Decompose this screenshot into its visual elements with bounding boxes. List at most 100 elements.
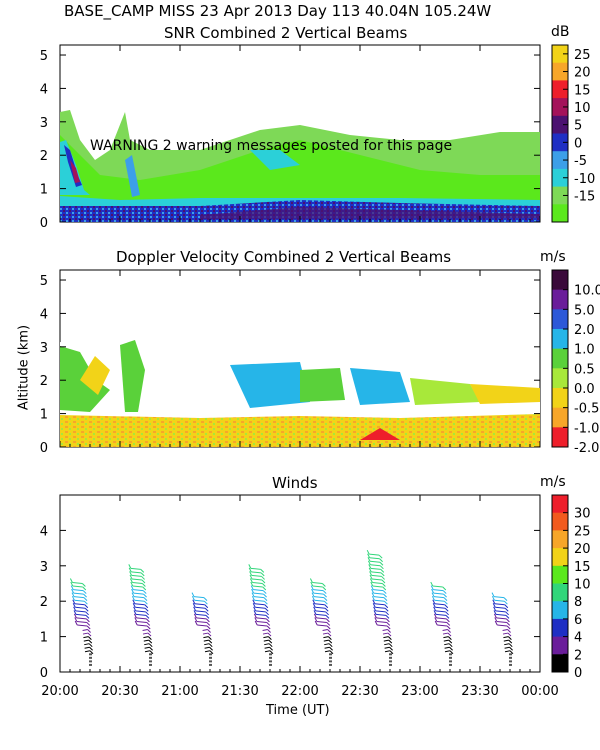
- wind-barb: [260, 568, 265, 573]
- wind-barb: [389, 650, 394, 655]
- wind-barb: [83, 597, 88, 602]
- wind-barb-flag: [376, 620, 387, 623]
- wind-barb: [504, 600, 508, 605]
- wind-barb-flag: [369, 553, 380, 556]
- wind-barb: [84, 600, 88, 605]
- wind-barb: [442, 586, 447, 591]
- wind-barb: [384, 607, 389, 612]
- wind-barb-flag: [262, 632, 269, 635]
- winds-colorbar-swatch: [552, 495, 568, 514]
- wind-barb-flag: [316, 620, 327, 623]
- wind-barb-feather: [249, 571, 253, 576]
- wind-barb-feather: [434, 620, 438, 626]
- wind-barb-feather: [192, 599, 196, 604]
- wind-barb-flag: [73, 596, 85, 599]
- wind-barb-flag: [377, 624, 388, 627]
- header-title: BASE_CAMP MISS 23 Apr 2013 Day 113 40.04…: [64, 2, 492, 20]
- wind-barb-flag: [373, 589, 384, 592]
- wind-barb-feather: [430, 581, 434, 587]
- wind-barb: [268, 636, 272, 640]
- snr-colorbar-label: 0: [574, 136, 582, 151]
- wind-calm-marker: [389, 663, 392, 666]
- wind-barb-flag: [202, 629, 208, 632]
- doppler-ytick-label: 5: [40, 274, 48, 289]
- wind-barb: [386, 618, 390, 623]
- wind-barb: [265, 615, 270, 619]
- wind-barb-feather: [251, 592, 255, 597]
- winds-colorbar-swatch: [552, 530, 568, 549]
- wind-barb-feather: [431, 595, 435, 601]
- wind-barb-flag: [435, 613, 447, 616]
- wind-barb-feather: [73, 606, 77, 612]
- wind-barb-flag: [494, 599, 505, 602]
- wind-barb: [267, 632, 272, 637]
- wind-barb-flag: [84, 650, 91, 653]
- wind-barb-feather: [252, 603, 256, 608]
- wind-barb-feather: [313, 613, 317, 619]
- wind-barb: [89, 650, 94, 655]
- wind-barb-feather: [433, 610, 437, 615]
- wind-barb-flag: [204, 650, 211, 653]
- wind-barb-flag: [437, 624, 448, 627]
- wind-barb-flag: [375, 613, 387, 616]
- wind-barb: [324, 600, 328, 605]
- wind-barb: [506, 618, 510, 623]
- snr-panel-title: SNR Combined 2 Vertical Beams: [164, 24, 408, 42]
- wind-barb-flag: [433, 592, 444, 595]
- wind-barb-flag: [136, 620, 147, 623]
- wind-barb-flag: [131, 578, 143, 581]
- wind-barb: [444, 604, 449, 609]
- wind-barb-feather: [194, 620, 198, 626]
- wind-barb-feather: [249, 578, 253, 583]
- winds-colorbar-label: 30: [574, 507, 591, 522]
- wind-barb: [143, 593, 147, 598]
- wind-barb-flag: [323, 636, 329, 639]
- wind-barb-feather: [253, 610, 257, 615]
- wind-barb-feather: [193, 606, 197, 612]
- wind-barb-flag: [374, 603, 385, 606]
- wind-barb-flag: [322, 632, 329, 635]
- wind-barb-flag: [134, 603, 145, 606]
- wind-barb-feather: [492, 599, 496, 604]
- doppler-colorbar-swatch: [552, 348, 568, 369]
- doppler-colorbar-swatch: [552, 329, 568, 350]
- wind-barb-feather: [73, 613, 77, 619]
- winds-ytick-label: 2: [40, 595, 48, 610]
- wind-calm-marker: [449, 653, 452, 656]
- wind-barb: [266, 625, 271, 630]
- wind-barb: [144, 604, 149, 609]
- wind-barb-flag: [73, 592, 84, 595]
- wind-barb: [206, 618, 210, 623]
- wind-barb: [87, 629, 91, 633]
- wind-barb: [380, 568, 385, 573]
- wind-barb: [264, 604, 269, 609]
- snr-colorbar-swatch: [552, 204, 568, 223]
- wind-barb-flag: [135, 606, 146, 609]
- snr-ytick-label: 2: [40, 149, 48, 164]
- snr-ytick-label: 1: [40, 183, 48, 198]
- wind-barb-feather: [432, 599, 436, 604]
- wind-barb-flag: [316, 617, 327, 620]
- winds-ytick-label: 0: [40, 666, 48, 681]
- wind-barb-feather: [492, 603, 496, 608]
- wind-barb: [146, 622, 151, 626]
- wind-barb-flag: [495, 610, 506, 613]
- wind-barb-flag: [194, 603, 205, 606]
- wind-barb-flag: [263, 639, 269, 642]
- wind-barb-flag: [324, 643, 330, 646]
- doppler-colorbar-label: -0.5: [574, 402, 599, 417]
- wind-barb-flag: [196, 617, 207, 620]
- wind-barb-flag: [82, 632, 89, 635]
- wind-barb-flag: [322, 629, 328, 632]
- wind-calm-marker: [269, 663, 272, 666]
- wind-barb-feather: [371, 588, 375, 594]
- wind-barb: [447, 632, 452, 637]
- wind-calm-marker: [89, 653, 92, 656]
- x-tick-label: 21:30: [221, 684, 258, 699]
- wind-barb: [385, 611, 389, 616]
- wind-barb: [82, 586, 87, 591]
- wind-barb-flag: [496, 620, 507, 623]
- wind-barb-flag: [256, 620, 267, 623]
- wind-barb-feather: [433, 613, 437, 619]
- wind-barb-flag: [133, 592, 144, 595]
